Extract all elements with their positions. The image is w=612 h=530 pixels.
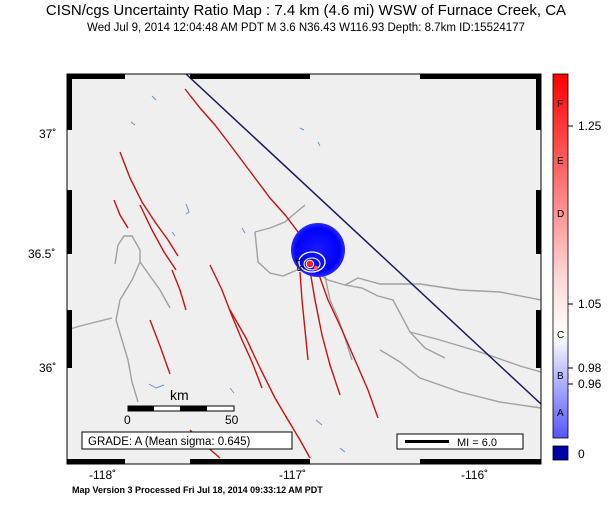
roads	[67, 204, 541, 409]
colorbar-value-0-98: 0.98	[578, 361, 602, 375]
grade-text: GRADE: A (Mean sigma: 0.645)	[88, 436, 251, 448]
grade-letter-a: A	[557, 408, 564, 419]
colorbar-value-1-05: 1.05	[578, 297, 602, 311]
mi-legend-line	[405, 440, 449, 443]
lon-tick-117: -117˚	[279, 468, 306, 482]
grade-letter-b: B	[557, 371, 564, 382]
colorbar-ticks	[568, 125, 573, 385]
grade-box	[81, 431, 293, 450]
scale-bar-end: 50	[225, 413, 239, 427]
contour-label: 1.5	[292, 257, 305, 273]
colorbar-value-0-96: 0.96	[578, 377, 602, 391]
state-boundary	[185, 74, 541, 405]
mi-legend-text: MI = 6.0	[457, 437, 497, 449]
border-ticks	[67, 74, 541, 464]
scale-bar-start: 0	[124, 413, 131, 427]
lon-tick-118: -118˚	[89, 468, 116, 482]
colorbar-zero-label: 0	[578, 447, 585, 461]
scale-bar	[127, 405, 235, 412]
scale-bar-title: km	[170, 387, 189, 403]
grade-letter-f: F	[557, 99, 563, 110]
grade-letter-e: E	[557, 156, 564, 167]
epicenter-secondary	[313, 265, 319, 271]
faults	[113, 88, 379, 459]
lon-tick-116: -116˚	[461, 468, 488, 482]
colorbar-value-1-25: 1.25	[578, 119, 602, 133]
uncertainty-contour	[298, 251, 326, 273]
event-subtitle: Wed Jul 9, 2014 12:04:48 AM PDT M 3.6 N3…	[87, 22, 525, 34]
lat-tick-36-5: 36.5˚	[28, 247, 55, 261]
processing-footer: Map Version 3 Processed Fri Jul 18, 2014…	[72, 485, 323, 495]
grade-letter-c: C	[557, 330, 564, 341]
lat-tick-37: 37˚	[39, 127, 56, 141]
uncertainty-contour-inner	[303, 257, 321, 271]
mi-legend-box	[396, 433, 524, 450]
colorbar-letters: F E D C B A	[557, 99, 564, 419]
colorbar-zero-swatch	[552, 445, 569, 461]
colorbar	[552, 73, 569, 439]
map-title: CISN/cgs Uncertainty Ratio Map : 7.4 km …	[45, 2, 567, 19]
epicenter-marker	[305, 259, 315, 269]
lat-tick-36: 36˚	[39, 361, 56, 375]
water-bodies	[130, 95, 346, 453]
grade-letter-d: D	[557, 209, 564, 220]
